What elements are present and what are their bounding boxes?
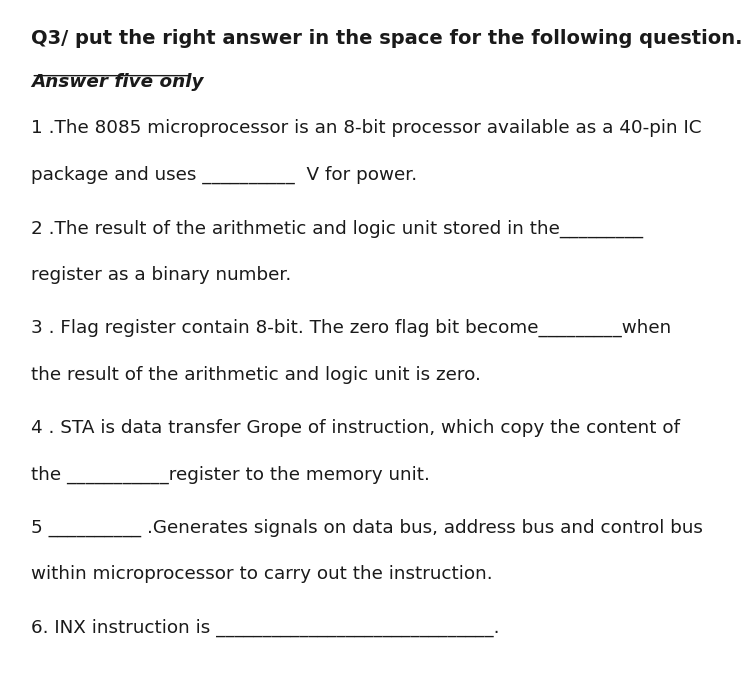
Text: package and uses __________  V for power.: package and uses __________ V for power.	[31, 166, 418, 184]
Text: 6. INX instruction is ______________________________.: 6. INX instruction is __________________…	[31, 619, 500, 637]
Text: the ___________register to the memory unit.: the ___________register to the memory un…	[31, 466, 430, 484]
Text: within microprocessor to carry out the instruction.: within microprocessor to carry out the i…	[31, 566, 493, 583]
Text: 3 . Flag register contain 8-bit. The zero flag bit become_________when: 3 . Flag register contain 8-bit. The zer…	[31, 319, 672, 337]
Text: the result of the arithmetic and logic unit is zero.: the result of the arithmetic and logic u…	[31, 366, 481, 384]
Text: Q3/ put the right answer in the space for the following question.: Q3/ put the right answer in the space fo…	[31, 29, 743, 48]
Text: 2 .The result of the arithmetic and logic unit stored in the_________: 2 .The result of the arithmetic and logi…	[31, 220, 643, 237]
Text: 5 __________ .Generates signals on data bus, address bus and control bus: 5 __________ .Generates signals on data …	[31, 519, 703, 537]
Text: 1 .The 8085 microprocessor is an 8-bit processor available as a 40-pin IC: 1 .The 8085 microprocessor is an 8-bit p…	[31, 120, 702, 137]
Text: 4 . STA is data transfer Grope of instruction, which copy the content of: 4 . STA is data transfer Grope of instru…	[31, 419, 681, 437]
Text: register as a binary number.: register as a binary number.	[31, 266, 291, 284]
Text: Answer five only: Answer five only	[31, 73, 204, 91]
